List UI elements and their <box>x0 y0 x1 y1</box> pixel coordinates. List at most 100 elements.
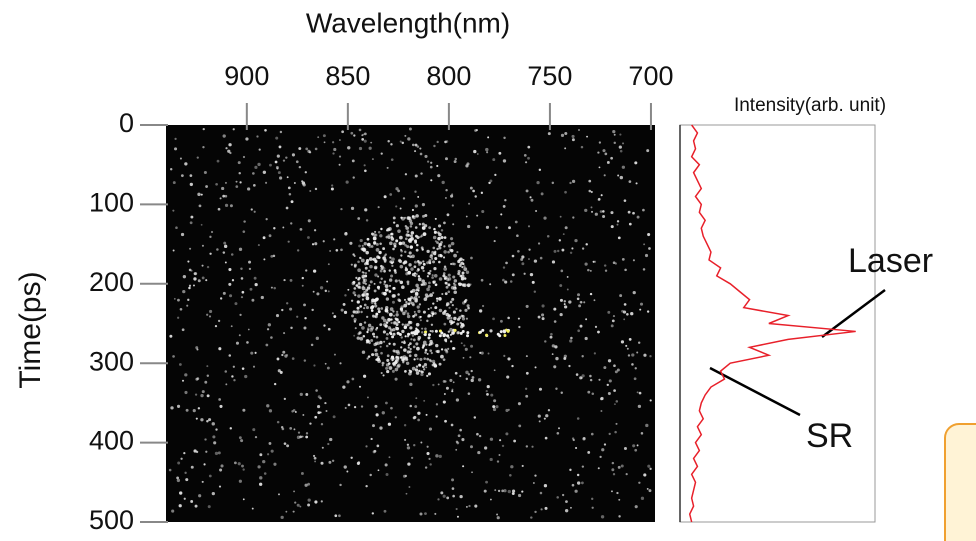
speckle <box>422 365 425 368</box>
speckle <box>198 204 202 208</box>
speckle <box>307 149 311 153</box>
speckle <box>610 156 613 160</box>
speckle <box>447 273 451 277</box>
speckle <box>350 206 355 210</box>
speckle <box>451 478 455 482</box>
speckle <box>460 342 463 345</box>
speckle <box>563 303 566 306</box>
speckle <box>581 355 584 358</box>
speckle <box>442 494 446 498</box>
speckle <box>413 415 417 419</box>
speckle <box>409 382 413 386</box>
speckle <box>265 343 269 347</box>
speckle <box>568 364 571 368</box>
speckle <box>498 151 502 155</box>
speckle <box>229 294 233 298</box>
speckle <box>387 362 391 365</box>
speckle <box>489 329 493 333</box>
speckle <box>386 358 390 362</box>
speckle <box>478 330 482 334</box>
speckle <box>608 379 612 383</box>
speckle <box>462 263 465 266</box>
speckle <box>449 327 453 332</box>
speckle <box>414 204 418 208</box>
speckle <box>307 219 311 223</box>
speckle <box>211 491 215 496</box>
speckle <box>637 341 641 344</box>
speckle <box>411 254 415 259</box>
speckle <box>636 215 640 219</box>
speckle <box>428 261 432 265</box>
speckle <box>624 268 627 272</box>
speckle <box>450 423 454 427</box>
speckle <box>556 496 559 499</box>
speckle <box>344 406 347 409</box>
speckle <box>501 444 505 448</box>
speckle <box>285 206 289 210</box>
speckle <box>333 147 337 152</box>
speckle <box>401 341 404 344</box>
speckle <box>401 360 405 363</box>
speckle <box>374 348 378 352</box>
speckle <box>486 151 489 154</box>
speckle <box>391 335 395 339</box>
speckle <box>382 330 386 334</box>
speckle <box>238 479 242 483</box>
speckle <box>253 210 256 213</box>
speckle <box>224 261 227 264</box>
speckle <box>459 428 462 432</box>
speckle <box>374 352 379 357</box>
speckle <box>419 319 422 322</box>
speckle <box>462 356 465 359</box>
speckle <box>371 512 374 515</box>
speckle <box>450 248 454 253</box>
speckle <box>197 407 201 410</box>
speckle <box>176 478 181 483</box>
speckle <box>391 369 395 373</box>
speckle <box>220 464 224 468</box>
speckle <box>390 406 393 410</box>
speckle <box>198 494 202 498</box>
speckle <box>538 420 541 423</box>
speckle <box>427 160 430 163</box>
speckle <box>531 280 535 284</box>
speckle <box>430 323 434 326</box>
speckle <box>588 189 592 193</box>
speckle <box>171 509 175 513</box>
speckle <box>634 161 638 165</box>
speckle <box>320 461 324 465</box>
speckle <box>485 390 488 393</box>
speckle <box>410 290 413 294</box>
speckle <box>406 245 410 249</box>
speckle <box>415 342 419 346</box>
speckle <box>451 390 454 393</box>
speckle <box>440 354 444 359</box>
speckle <box>359 257 362 260</box>
speckle <box>303 359 307 362</box>
speckle <box>459 494 463 499</box>
speckle <box>190 215 194 219</box>
speckle <box>499 319 503 323</box>
speckle <box>523 153 527 157</box>
speckle <box>386 166 389 169</box>
speckle <box>474 129 477 132</box>
speckle <box>378 250 382 255</box>
speckle <box>420 283 424 287</box>
speckle <box>511 492 515 495</box>
speckle <box>361 298 365 301</box>
speckle <box>551 344 555 348</box>
speckle <box>287 240 290 243</box>
speckle <box>417 411 421 415</box>
speckle <box>539 256 543 260</box>
speckle <box>377 310 381 314</box>
speckle <box>603 264 607 267</box>
speckle <box>340 308 344 312</box>
speckle <box>273 227 276 230</box>
intensity-line <box>688 124 856 523</box>
speckle <box>465 370 469 375</box>
speckle <box>489 437 494 441</box>
speckle <box>389 256 392 259</box>
speckle <box>392 349 396 353</box>
speckle <box>298 165 302 169</box>
speckle <box>485 333 489 337</box>
